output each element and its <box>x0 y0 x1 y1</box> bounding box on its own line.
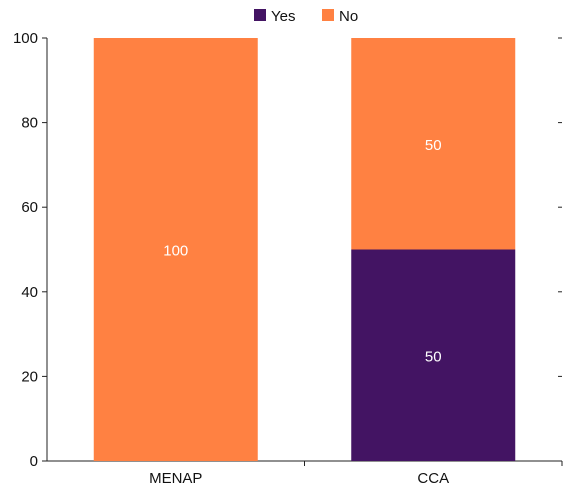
bar-no-menap <box>93 38 258 461</box>
y-tick-label: 0 <box>30 453 38 470</box>
legend-label-no: No <box>339 8 358 25</box>
right-axis-ticks <box>558 37 562 462</box>
y-tick-label: 60 <box>21 199 38 216</box>
x-category-label: CCA <box>417 470 449 487</box>
legend-swatch-yes <box>254 9 266 21</box>
bar-yes-cca <box>351 249 516 461</box>
bar-value-label: 50 <box>425 348 442 365</box>
y-tick-label: 100 <box>13 30 38 47</box>
y-tick-label: 80 <box>21 115 38 132</box>
legend-swatch-no <box>322 9 334 21</box>
bar-value-label: 100 <box>163 243 188 260</box>
y-tick-label: 20 <box>21 368 38 385</box>
x-category-label: MENAP <box>149 470 202 487</box>
y-tick-label: 40 <box>21 284 38 301</box>
bar-no-cca <box>351 38 516 250</box>
y-axis-ticks: 0 20 40 60 80 100 <box>13 30 47 470</box>
x-axis-labels: MENAP CCA <box>149 461 563 487</box>
bar-value-label: 50 <box>425 137 442 154</box>
legend-label-yes: Yes <box>271 8 295 25</box>
bars: 100 50 50 <box>93 38 516 461</box>
legend: Yes No <box>254 8 358 25</box>
